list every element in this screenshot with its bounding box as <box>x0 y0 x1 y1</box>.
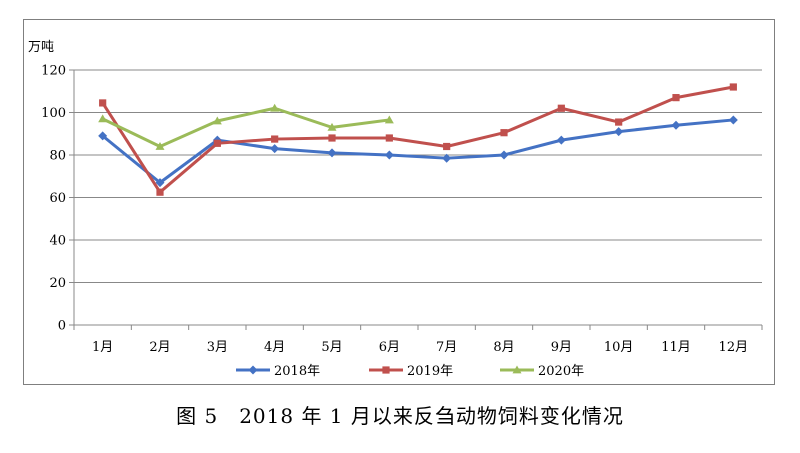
data-point-diamond <box>270 144 280 154</box>
y-tick-label: 80 <box>49 149 66 164</box>
x-tick-label: 7月 <box>436 340 457 355</box>
series-1 <box>99 83 737 196</box>
data-point-diamond <box>384 150 394 160</box>
data-point-triangle <box>98 114 108 123</box>
series-layer <box>98 83 738 196</box>
data-point-diamond <box>671 120 681 130</box>
x-tick-label: 2月 <box>149 340 170 355</box>
series-0 <box>98 115 738 188</box>
chart-frame: 万吨 0 20 40 60 80 100 120 1月 2月 3月 4月 5月 6月 7月 8月 9月 10月 1… <box>23 19 775 385</box>
x-tick-label: 11月 <box>661 340 691 355</box>
legend-label: 2020年 <box>538 364 584 379</box>
data-point-square <box>385 134 393 142</box>
series-line <box>101 85 734 194</box>
series-line <box>101 118 734 185</box>
x-tick-label: 8月 <box>493 340 514 355</box>
legend: 2018年 2019年 2020年 <box>236 364 584 379</box>
data-point-triangle <box>384 115 394 124</box>
data-point-triangle <box>327 122 337 131</box>
y-axis-unit-label: 万吨 <box>28 40 54 55</box>
x-tick-label: 5月 <box>321 340 342 355</box>
y-tick-label: 0 <box>58 319 66 334</box>
data-point-triangle <box>155 142 165 150</box>
data-point-diamond <box>155 178 165 188</box>
legend-label: 2018年 <box>274 364 320 379</box>
data-point-square <box>99 99 107 107</box>
x-tick-label: 1月 <box>92 340 113 355</box>
data-point-square <box>729 83 737 91</box>
legend-item: 2020年 <box>500 364 584 379</box>
legend-label: 2019年 <box>407 364 453 379</box>
figure-caption: 图 5 2018 年 1 月以来反刍动物饲料变化情况 <box>176 404 624 428</box>
series-2 <box>98 103 394 150</box>
legend-item: 2019年 <box>369 364 453 379</box>
data-point-square <box>382 366 390 374</box>
x-tick-label: 10月 <box>604 340 634 355</box>
x-tick-label: 3月 <box>207 340 228 355</box>
x-tick-label: 6月 <box>379 340 400 355</box>
data-point-diamond <box>248 365 258 375</box>
x-tick-label: 12月 <box>719 340 749 355</box>
data-point-diamond <box>442 153 452 163</box>
y-tick-label: 40 <box>49 234 66 249</box>
data-point-square <box>672 94 680 102</box>
data-point-diamond <box>556 135 566 145</box>
y-tick-label: 60 <box>49 191 66 206</box>
line-chart: 万吨 0 20 40 60 80 100 120 1月 2月 3月 4月 5月 6月 7月 8月 9月 10月 1… <box>28 40 763 379</box>
data-point-diamond <box>327 148 337 158</box>
data-point-diamond <box>98 131 108 141</box>
x-tick-label: 9月 <box>551 340 572 355</box>
data-point-square <box>557 104 565 112</box>
data-point-diamond <box>614 127 624 137</box>
series-line <box>102 106 390 148</box>
data-point-diamond <box>499 150 509 160</box>
x-tick-label: 4月 <box>264 340 285 355</box>
data-point-square <box>615 118 623 126</box>
data-point-triangle <box>212 116 222 125</box>
data-point-square <box>500 129 508 137</box>
y-tick-label: 120 <box>41 64 66 79</box>
gridlines <box>74 69 762 283</box>
axes: 0 20 40 60 80 100 120 1月 2月 3月 4月 5月 6月 7月 8月 9月 10月 11月 1… <box>41 64 763 355</box>
y-tick-label: 100 <box>41 106 66 121</box>
data-point-square <box>443 142 451 151</box>
legend-item: 2018年 <box>236 364 320 379</box>
data-point-triangle <box>512 365 522 374</box>
data-point-square <box>271 135 279 143</box>
data-point-diamond <box>728 115 738 125</box>
data-point-triangle <box>270 103 280 112</box>
data-point-square <box>156 188 164 196</box>
data-point-square <box>213 139 221 147</box>
data-point-square <box>328 134 336 142</box>
y-tick-label: 20 <box>49 276 66 291</box>
